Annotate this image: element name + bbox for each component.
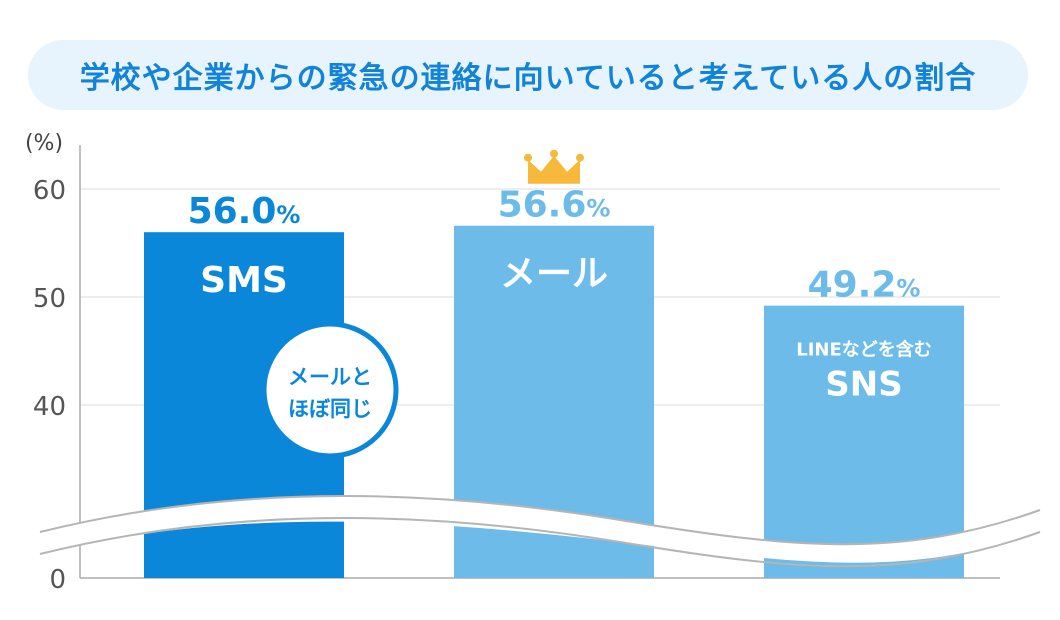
y-tick-label-60: 60 <box>33 176 66 206</box>
y-tick-label-50: 50 <box>33 284 66 314</box>
chart-title: 学校や企業からの緊急の連絡に向いていると考えている人の割合 <box>79 61 977 96</box>
bar-value-label-2: 56.6% <box>498 185 611 226</box>
y-tick-label-0: 0 <box>49 565 66 595</box>
bar-value-number: 56.0 <box>188 191 277 232</box>
comparison-badge <box>261 321 399 459</box>
crown-jewel-icon-1 <box>524 153 532 162</box>
bar-sublabel-3: LINEなどを含む <box>796 339 932 361</box>
bar-value-unit: % <box>586 195 610 223</box>
bar-value-unit: % <box>276 201 300 229</box>
bar-value-label-3: 49.2% <box>808 265 921 306</box>
badge-text-line-2: ほぼ同じ <box>288 397 372 421</box>
crown-jewel-icon-2 <box>550 149 558 158</box>
bar-category-label-3: SNS <box>825 365 902 405</box>
bar-value-unit: % <box>896 275 920 303</box>
chart-title-banner: 学校や企業からの緊急の連絡に向いていると考えている人の割合 <box>28 40 1028 110</box>
bar-value-number: 56.6 <box>498 185 587 226</box>
y-tick-label-40: 40 <box>33 392 66 422</box>
crown-jewel-icon-3 <box>576 153 584 162</box>
bar-value-label-1: 56.0% <box>188 191 301 232</box>
bar-3 <box>764 305 964 578</box>
axis-break-line-bottom <box>39 517 1041 568</box>
axis-break-line-top <box>39 495 1041 546</box>
bar-category-label-2: メール <box>500 254 608 295</box>
crown-icon <box>528 155 580 184</box>
badge-text-line-1: メールと <box>288 365 372 389</box>
bar-category-label-1: SMS <box>200 260 288 301</box>
y-axis-unit-label: (%) <box>25 131 63 156</box>
axis-break-band <box>40 496 1040 563</box>
bar-value-number: 49.2 <box>808 265 897 306</box>
